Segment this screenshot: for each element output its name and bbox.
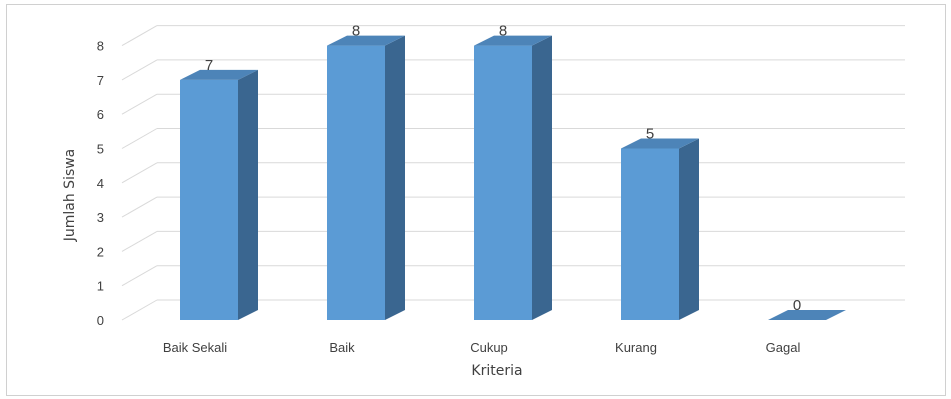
gridline-wall [121, 128, 158, 149]
data-label: 8 [499, 23, 507, 40]
bar-kurang [621, 138, 699, 320]
x-axis-categories: Baik Sekali Baik Cukup Kurang Gagal [163, 340, 801, 355]
y-axis-title: Jumlah Siswa [62, 149, 78, 243]
x-axis-title: Kriteria [471, 363, 522, 379]
data-labels: 7 8 8 5 0 [205, 23, 801, 314]
gridline-wall [121, 25, 158, 47]
bar-front [621, 148, 679, 320]
category-label: Kurang [615, 340, 657, 355]
gridline-wall [121, 162, 158, 184]
gridline-wall [121, 230, 158, 252]
gridline-wall [121, 196, 158, 218]
y-tick-label: 2 [97, 244, 104, 259]
y-tick-label: 3 [97, 210, 104, 225]
y-tick-label: 8 [97, 39, 104, 54]
y-tick-label: 5 [97, 142, 104, 157]
bar-front [474, 45, 532, 320]
gridline-wall [121, 299, 158, 321]
bar-side [385, 35, 405, 320]
bar-top [768, 310, 846, 320]
category-label: Cukup [470, 340, 508, 355]
bar-top [474, 35, 552, 46]
bar-side [238, 69, 258, 321]
y-tick-label: 4 [97, 176, 104, 191]
bars [180, 35, 846, 321]
y-tick-label: 7 [97, 73, 104, 88]
data-label: 0 [793, 297, 801, 314]
y-tick-label: 1 [97, 279, 104, 294]
y-tick-label: 0 [97, 313, 104, 328]
category-label: Gagal [766, 340, 801, 355]
bar-top [327, 35, 405, 46]
bar-front [180, 79, 238, 321]
bar-gagal [768, 310, 846, 320]
data-label: 5 [646, 126, 654, 143]
bar-baik [327, 35, 405, 320]
bar-side [679, 138, 699, 320]
category-label: Baik Sekali [163, 340, 227, 355]
data-label: 7 [205, 57, 213, 74]
bar-front [327, 45, 385, 320]
y-tick-label: 6 [97, 107, 104, 122]
bar-side [532, 35, 552, 320]
bar-baik-sekali [180, 69, 258, 321]
bar-top [621, 138, 699, 149]
bar-top [180, 69, 258, 80]
gridline-wall [121, 265, 158, 287]
data-label: 8 [352, 23, 360, 40]
bar-cukup [474, 35, 552, 320]
category-label: Baik [329, 340, 355, 355]
gridline-wall [121, 93, 158, 115]
y-axis-ticks: 0 1 2 3 4 5 6 7 8 [97, 39, 104, 328]
gridline-wall [121, 59, 158, 81]
